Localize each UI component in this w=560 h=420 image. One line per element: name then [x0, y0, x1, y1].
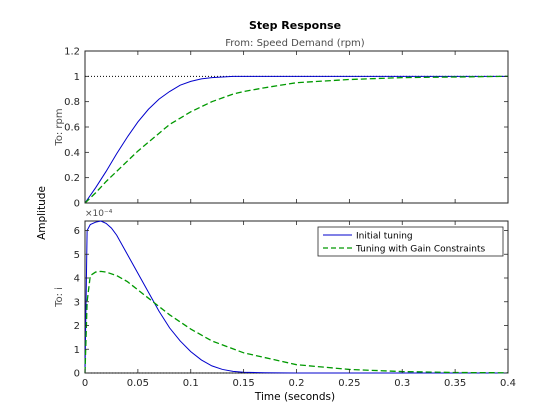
panel-rpm-y-ticks: 0 0.2 0.4 0.6 0.8 1 1.2	[64, 47, 508, 210]
x-tick-label: 0.2	[289, 378, 305, 389]
y-tick-label: 4	[74, 274, 80, 285]
panel-i-series	[84, 220, 509, 374]
x-tick-label: 0.1	[183, 378, 199, 389]
x-tick-label: 0.3	[394, 378, 410, 389]
panel-i-y-ticks: 0 1 2 3 4 5 6	[74, 226, 508, 380]
x-axis-ticks: 0 0.05 0.1 0.15 0.2 0.25 0.3 0.35 0.4	[82, 51, 516, 389]
y-tick-label: 1.2	[64, 47, 80, 58]
x-tick-label: 0.35	[444, 378, 466, 389]
panel-rpm-series	[84, 75, 509, 204]
y-tick-label: 0.2	[64, 173, 80, 184]
y-tick-label: 3	[74, 297, 80, 308]
series-line-constrained	[84, 270, 509, 374]
legend-label-initial: Initial tuning	[356, 232, 413, 242]
y-tick-label: 6	[74, 226, 80, 237]
y-axis-label: Amplitude	[36, 186, 48, 240]
y-tick-label: 1	[74, 72, 80, 83]
panel-rpm-row-label: To: rpm	[54, 108, 65, 146]
y-tick-label: 2	[74, 321, 80, 332]
panel-i-row-label: To: i	[54, 287, 65, 308]
y-tick-label: 1	[74, 345, 80, 356]
x-tick-label: 0.25	[338, 378, 360, 389]
y-tick-label: 0.4	[64, 148, 80, 159]
legend-label-constrained: Tuning with Gain Constraints	[355, 245, 485, 255]
series-line-initial	[84, 220, 508, 374]
x-tick-label: 0.15	[232, 378, 254, 389]
series-line-initial	[84, 75, 508, 204]
x-axis-label: Time (seconds)	[254, 391, 335, 403]
panel-rpm-frame	[84, 50, 509, 204]
legend-box	[317, 226, 504, 257]
x-tick-label: 0.05	[127, 378, 149, 389]
y-tick-label: 0	[74, 199, 80, 210]
panel-i: 0 1 2 3 4 5 6 To: i ×10⁻⁴	[54, 209, 509, 380]
y-tick-label: 0.6	[64, 123, 80, 134]
panel-i-exponent-label: ×10⁻⁴	[85, 209, 113, 219]
y-tick-label: 0.8	[64, 97, 80, 108]
x-tick-label: 0.4	[500, 378, 516, 389]
chart-title: Step Response	[249, 19, 341, 32]
chart-subtitle: From: Speed Demand (rpm)	[225, 38, 365, 49]
panel-rpm: 0 0.2 0.4 0.6 0.8 1 1.2 To: rpm	[54, 47, 509, 210]
y-tick-label: 5	[74, 250, 80, 261]
series-line-constrained	[84, 75, 509, 204]
x-tick-label: 0	[82, 378, 88, 389]
legend: Initial tuning Tuning with Gain Constrai…	[317, 226, 504, 257]
y-tick-label: 0	[74, 369, 80, 380]
